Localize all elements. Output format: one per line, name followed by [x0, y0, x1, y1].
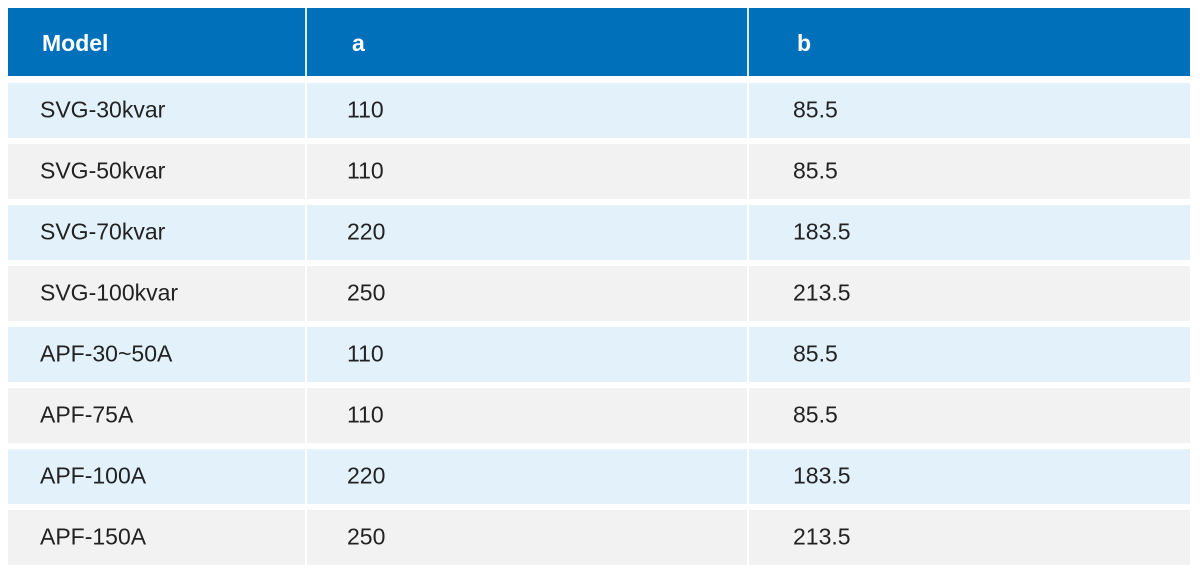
table-cell: 220	[347, 463, 385, 489]
table-cell: 85.5	[793, 158, 838, 184]
row-background	[8, 83, 305, 138]
table-cell: 110	[347, 402, 384, 428]
row-background	[8, 449, 305, 504]
table-cell: 250	[347, 280, 385, 306]
row-background	[307, 205, 747, 260]
table-cell: APF-30~50A	[40, 341, 173, 367]
table-cell: 85.5	[793, 402, 838, 428]
row-background	[8, 266, 305, 321]
row-background	[307, 388, 747, 443]
row-background	[749, 83, 1190, 138]
row-background	[8, 205, 305, 260]
row-background	[307, 266, 747, 321]
row-background	[749, 510, 1190, 565]
table-cell: 110	[347, 97, 384, 123]
row-background	[749, 205, 1190, 260]
row-background	[8, 327, 305, 382]
row-background	[8, 388, 305, 443]
row-background	[749, 144, 1190, 199]
row-background	[8, 144, 305, 199]
table-cell: 183.5	[793, 219, 851, 245]
row-background	[307, 83, 747, 138]
header-background	[8, 8, 1190, 76]
row-background	[307, 144, 747, 199]
row-background	[749, 266, 1190, 321]
table-cell: 85.5	[793, 97, 838, 123]
table-cell: APF-75A	[40, 402, 134, 428]
table-cell: SVG-100kvar	[40, 280, 178, 306]
row-background	[307, 510, 747, 565]
header-divider	[747, 8, 749, 76]
table-cell: 110	[347, 341, 384, 367]
header-cell: Model	[42, 30, 108, 56]
table-cell: SVG-50kvar	[40, 158, 166, 184]
row-background	[749, 449, 1190, 504]
table-cell: 110	[347, 158, 384, 184]
table-cell: 250	[347, 524, 385, 550]
table-cell: SVG-30kvar	[40, 97, 166, 123]
header-cell: b	[797, 30, 811, 56]
table-cell: SVG-70kvar	[40, 219, 166, 245]
row-background	[8, 510, 305, 565]
table-cell: 183.5	[793, 463, 851, 489]
table-cell: 213.5	[793, 524, 851, 550]
table-cell: 220	[347, 219, 385, 245]
header-divider	[305, 8, 307, 76]
table-cell: 85.5	[793, 341, 838, 367]
table-cell: APF-100A	[40, 463, 147, 489]
table-cell: 213.5	[793, 280, 851, 306]
row-background	[749, 388, 1190, 443]
header-cell: a	[352, 30, 365, 56]
row-background	[307, 449, 747, 504]
table-cell: APF-150A	[40, 524, 147, 550]
row-background	[307, 327, 747, 382]
row-background	[749, 327, 1190, 382]
